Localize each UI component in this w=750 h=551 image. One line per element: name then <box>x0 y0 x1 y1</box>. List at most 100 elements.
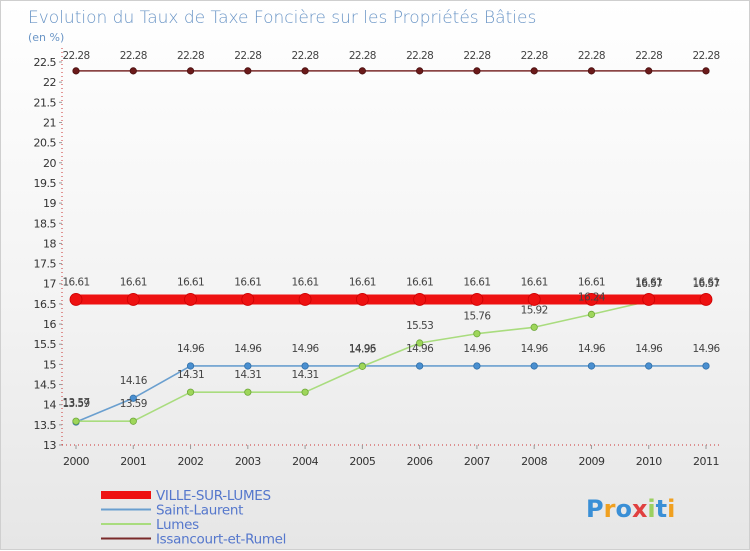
x-tick-label: 2007 <box>464 455 490 468</box>
data-label: 14.96 <box>692 343 720 355</box>
data-point <box>244 388 252 396</box>
y-tick-label: 19 <box>43 197 56 210</box>
data-point <box>126 293 140 306</box>
data-label: 14.95 <box>349 343 376 355</box>
y-tick-label: 18.5 <box>34 217 57 230</box>
y-axis-unit: (en %) <box>28 31 64 44</box>
data-label: 16.57 <box>692 278 719 290</box>
data-point <box>645 362 653 370</box>
data-point <box>129 394 137 402</box>
data-label: 16.61 <box>521 276 548 288</box>
data-point <box>129 67 137 75</box>
data-label: 13.57 <box>62 397 89 409</box>
data-point <box>186 362 195 370</box>
y-tick-label: 20.5 <box>34 137 57 150</box>
y-tick-label: 14 <box>43 399 56 412</box>
data-label: 22.28 <box>521 50 548 62</box>
data-label: 16.61 <box>406 276 433 288</box>
legend-label: Saint-Laurent <box>156 503 243 519</box>
data-point <box>72 417 80 425</box>
data-point <box>244 67 252 75</box>
data-label: 14.16 <box>120 375 148 387</box>
data-point <box>301 362 309 370</box>
x-tick-label: 2004 <box>292 455 318 468</box>
data-point <box>416 67 424 75</box>
data-point <box>530 362 538 370</box>
data-point <box>587 362 596 370</box>
data-label: 14.31 <box>234 369 261 381</box>
data-point <box>301 67 309 75</box>
data-point <box>413 293 427 306</box>
data-label: 16.61 <box>349 276 376 288</box>
legend-label: Issancourt-et-Rumel <box>156 532 286 548</box>
y-tick-label: 18 <box>43 237 56 250</box>
proxiti-logo: Proxiti <box>586 495 675 523</box>
data-label: 14.31 <box>177 369 204 381</box>
data-point <box>530 323 538 331</box>
data-label: 16.61 <box>177 276 204 288</box>
data-point <box>184 293 197 306</box>
data-point <box>473 362 481 370</box>
data-label: 14.96 <box>177 343 205 355</box>
data-label: 15.76 <box>463 311 491 323</box>
data-point <box>69 293 83 306</box>
data-point <box>702 67 710 75</box>
data-label: 16.61 <box>62 276 89 288</box>
data-label: 16.61 <box>463 276 490 288</box>
y-tick-label: 13.5 <box>34 419 57 432</box>
data-label: 13.59 <box>120 398 147 410</box>
data-label: 14.96 <box>463 343 491 355</box>
data-point <box>241 293 255 306</box>
data-label: 15.92 <box>521 304 548 316</box>
data-label: 16.61 <box>292 276 319 288</box>
data-label: 22.28 <box>234 50 261 62</box>
y-tick-label: 17.5 <box>34 258 57 271</box>
data-label: 16.57 <box>635 278 662 290</box>
data-label: 13.59 <box>62 398 89 410</box>
data-point <box>702 362 710 370</box>
data-label: 16.61 <box>635 276 662 288</box>
data-label: 16.61 <box>234 276 261 288</box>
y-tick-label: 21.5 <box>34 96 57 109</box>
data-point <box>186 388 195 396</box>
data-point <box>473 67 481 75</box>
y-tick-label: 21 <box>43 116 56 129</box>
data-point <box>358 362 366 370</box>
data-label: 22.28 <box>578 50 605 62</box>
x-tick-label: 2001 <box>120 455 146 468</box>
series-group <box>69 67 713 426</box>
x-tick-label: 2009 <box>578 455 604 468</box>
axes: 13 13.5 14 14.5 15 15.5 16 16.5 17 17.5 18 18.5 19 19… <box>34 48 720 468</box>
data-label: 14.96 <box>406 343 434 355</box>
data-label: 22.28 <box>120 50 147 62</box>
data-point <box>585 293 598 306</box>
y-tick-label: 15.5 <box>34 338 57 351</box>
data-label: 22.28 <box>349 50 376 62</box>
data-label: 14.96 <box>234 343 262 355</box>
data-point <box>72 67 80 75</box>
y-tick-label: 14.5 <box>34 379 57 392</box>
data-point <box>473 330 481 338</box>
data-point <box>645 67 653 75</box>
data-point <box>527 293 541 306</box>
data-label: 16.61 <box>120 276 147 288</box>
y-tick-label: 16.5 <box>34 298 57 311</box>
data-point <box>298 293 312 306</box>
y-tick-label: 20 <box>43 157 56 170</box>
data-point <box>358 67 366 75</box>
legend-label: VILLE-SUR-LUMES <box>156 488 271 504</box>
y-tick-label: 13 <box>43 439 56 452</box>
data-labels-group: 22.28 22.28 22.28 22.28 22.28 22.28 22.28 22.28… <box>62 50 721 410</box>
data-label: 22.28 <box>62 50 89 62</box>
y-tick-label: 15 <box>43 358 56 371</box>
data-label: 16.24 <box>578 291 606 303</box>
data-label: 14.96 <box>292 343 320 355</box>
data-point <box>530 67 538 75</box>
data-label: 16.61 <box>578 276 605 288</box>
data-label: 22.28 <box>463 50 490 62</box>
data-label: 14.96 <box>521 343 549 355</box>
x-tick-label: 2005 <box>349 455 375 468</box>
series-line-lumes <box>75 300 707 423</box>
chart-title: Evolution du Taux de Taxe Foncière sur l… <box>28 8 536 28</box>
